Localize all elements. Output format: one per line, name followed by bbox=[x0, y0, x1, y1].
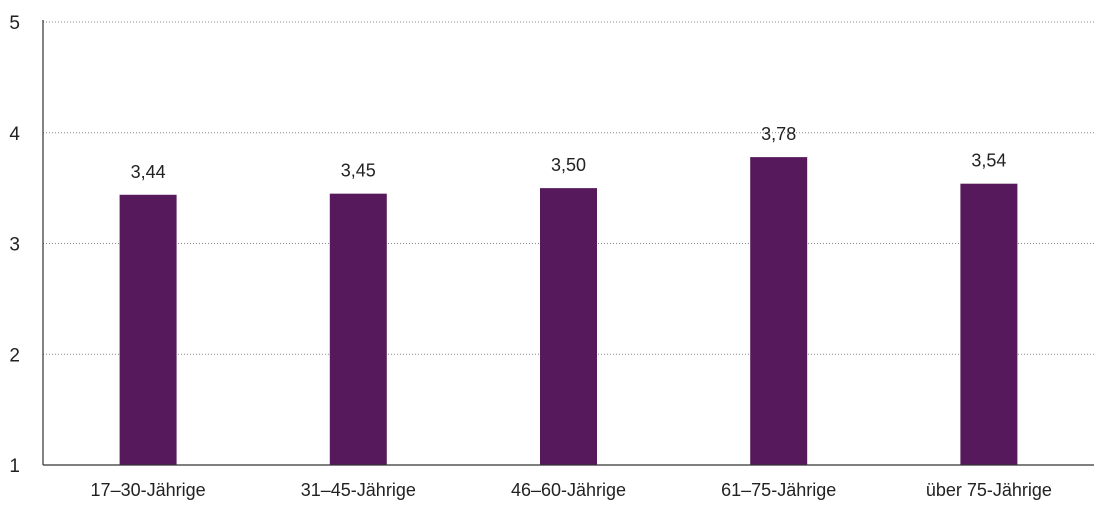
y-tick-label: 4 bbox=[9, 124, 20, 145]
x-tick-label: 46–60-Jährige bbox=[511, 480, 626, 500]
data-label: 3,50 bbox=[551, 155, 586, 175]
y-axis-ticks: 1 2 3 4 5 bbox=[9, 13, 20, 477]
data-label: 3,44 bbox=[131, 162, 166, 182]
x-tick-label: 61–75-Jährige bbox=[721, 480, 836, 500]
x-tick-label: 31–45-Jährige bbox=[301, 480, 416, 500]
data-label: 3,78 bbox=[761, 124, 796, 144]
data-label: 3,45 bbox=[341, 161, 376, 181]
y-tick-label: 1 bbox=[9, 456, 20, 477]
y-tick-label: 2 bbox=[9, 345, 20, 366]
x-tick-label: über 75-Jährige bbox=[926, 480, 1052, 500]
y-tick-label: 3 bbox=[9, 235, 20, 256]
bar bbox=[960, 183, 1018, 465]
x-tick-label: 17–30-Jährige bbox=[91, 480, 206, 500]
x-axis-labels: 17–30-Jährige 31–45-Jährige 46–60-Jährige 6… bbox=[91, 480, 1052, 500]
data-label: 3,54 bbox=[971, 151, 1006, 171]
bar bbox=[750, 157, 808, 466]
y-tick-label: 5 bbox=[9, 13, 20, 34]
data-labels: 3,44 3,45 3,50 3,78 3,54 bbox=[131, 124, 1007, 182]
bar bbox=[540, 188, 597, 465]
bar bbox=[119, 194, 177, 465]
bars bbox=[119, 157, 1018, 466]
bar bbox=[329, 193, 387, 465]
